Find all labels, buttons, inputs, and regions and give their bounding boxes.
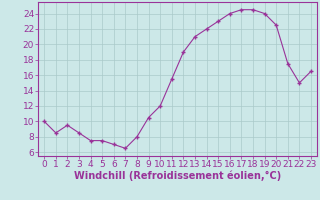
X-axis label: Windchill (Refroidissement éolien,°C): Windchill (Refroidissement éolien,°C) bbox=[74, 171, 281, 181]
